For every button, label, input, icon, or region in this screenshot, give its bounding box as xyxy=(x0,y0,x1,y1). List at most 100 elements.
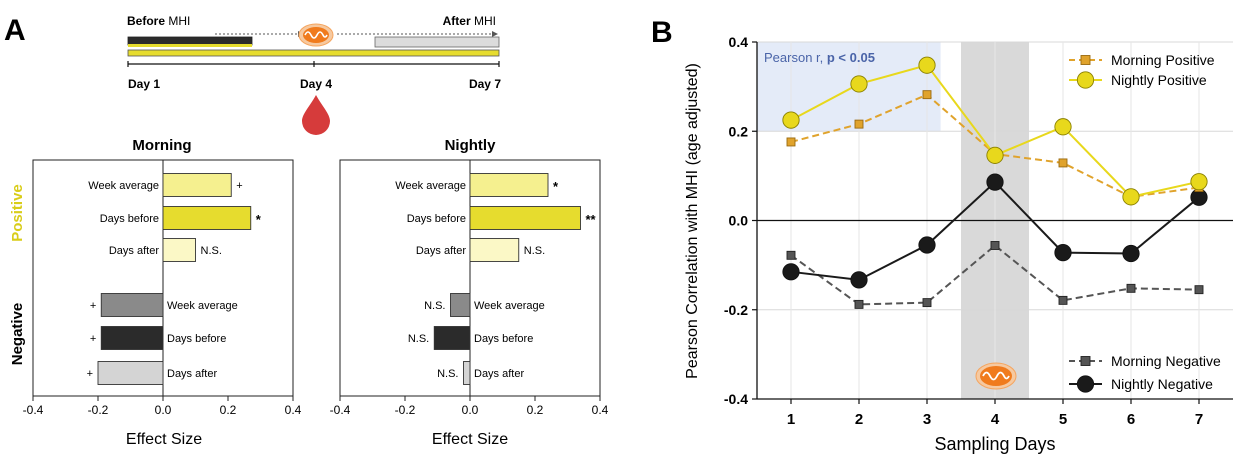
line-chart-xlabel: Sampling Days xyxy=(934,434,1055,454)
morning-x-axis: -0.4 -0.2 0.0 0.2 0.4 xyxy=(23,396,302,417)
nightly-bar-positive-days-before xyxy=(469,206,581,230)
timeline-day4-label: Day 4 xyxy=(300,77,332,91)
morning-significance-label: + xyxy=(90,300,96,312)
morning-x-tick-label: 0.2 xyxy=(220,403,237,417)
timeline-after-bar xyxy=(374,36,500,48)
line-chart-axes: -0.4 -0.2 0.0 0.2 0.4 1 2 3 4 5 6 7 xyxy=(724,34,1233,428)
point-morning-positive xyxy=(1058,158,1068,168)
x-tick-label: 5 xyxy=(1059,411,1067,428)
point-nightly-positive xyxy=(1122,188,1140,206)
nightly-bar-negative-days-before xyxy=(433,326,471,350)
timeline-day7-label: Day 7 xyxy=(469,77,501,91)
point-nightly-negative xyxy=(1054,244,1072,262)
pearson-annotation-prefix: Pearson r, xyxy=(764,50,827,65)
line-chart-legend: Morning Positive Nightly Positive Morning … xyxy=(1069,52,1221,393)
line-chart: -0.4 -0.2 0.0 0.2 0.4 1 2 3 4 5 6 7 Morning Positiv… xyxy=(684,34,1233,454)
legend-marker-morning-positive xyxy=(1080,55,1091,65)
mitochondria-icon xyxy=(975,362,1017,390)
point-nightly-negative xyxy=(1122,244,1140,263)
nightly-x-tick-label: -0.4 xyxy=(330,403,351,417)
point-nightly-positive xyxy=(918,56,936,74)
point-nightly-negative xyxy=(986,173,1004,191)
x-tick-label: 2 xyxy=(855,411,863,428)
positive-group-label: Positive xyxy=(9,184,26,242)
legend-label-morning-negative: Morning Negative xyxy=(1111,353,1221,369)
morning-xlabel: Effect Size xyxy=(126,431,202,448)
morning-significance-label: + xyxy=(236,180,242,192)
y-tick-label: -0.4 xyxy=(724,391,748,407)
nightly-title: Nightly xyxy=(445,137,496,154)
morning-bar-positive-days-after xyxy=(162,238,196,262)
nightly-chart: Nightly Week average * Days before ** Days a… xyxy=(330,137,609,448)
nightly-significance-label: N.S. xyxy=(408,333,429,345)
morning-bars: Week average + Days before * Days after N.S. W… xyxy=(87,160,262,396)
nightly-x-tick-label: 0.4 xyxy=(592,403,609,417)
point-morning-negative xyxy=(786,250,796,260)
blood-drop-icon xyxy=(302,95,330,135)
point-nightly-positive xyxy=(986,146,1004,164)
morning-x-tick-label: -0.4 xyxy=(23,403,44,417)
nightly-bar-negative-days-after xyxy=(463,361,471,385)
timeline-day1-label: Day 1 xyxy=(128,77,160,91)
nightly-category-label: Days before xyxy=(407,213,466,225)
morning-category-label: Days after xyxy=(167,368,217,380)
nightly-category-label: Week average xyxy=(474,300,545,312)
negative-group-label: Negative xyxy=(9,303,26,366)
morning-category-label: Days after xyxy=(109,245,159,257)
line-chart-ylabel: Pearson Correlation with MHI (age adjust… xyxy=(684,63,701,379)
legend-marker-nightly-negative xyxy=(1076,375,1095,393)
point-morning-negative xyxy=(1194,285,1204,295)
line-chart-series xyxy=(782,56,1208,309)
y-tick-label: 0.0 xyxy=(729,213,749,229)
nightly-category-label: Days after xyxy=(474,368,524,380)
nightly-x-tick-label: -0.2 xyxy=(395,403,416,417)
panel-a-label: A xyxy=(4,14,26,47)
point-morning-positive xyxy=(854,119,864,129)
timeline: Before MHI After MHI Day 1 Day 4 Day 7 xyxy=(127,14,501,135)
timeline-after-suffix: MHI xyxy=(471,14,496,28)
point-nightly-positive xyxy=(1054,118,1072,136)
point-nightly-positive xyxy=(850,75,868,93)
nightly-bar-positive-week-average xyxy=(469,173,549,197)
nightly-category-label: Days after xyxy=(416,245,466,257)
point-morning-negative xyxy=(854,299,864,309)
y-tick-label: 0.4 xyxy=(729,34,749,50)
point-nightly-negative xyxy=(918,236,936,254)
point-morning-negative xyxy=(1126,283,1136,293)
legend-marker-morning-negative xyxy=(1080,356,1091,366)
y-tick-label: 0.2 xyxy=(729,123,749,139)
morning-bar-negative-week-average xyxy=(100,293,164,317)
legend-label-nightly-negative: Nightly Negative xyxy=(1111,376,1213,392)
timeline-after-word: After xyxy=(443,14,471,28)
nightly-significance-label: N.S. xyxy=(437,368,458,380)
nightly-x-tick-label: 0.0 xyxy=(462,403,479,417)
nightly-x-tick-label: 0.2 xyxy=(527,403,544,417)
morning-significance-label: N.S. xyxy=(201,245,222,257)
morning-category-label: Days before xyxy=(167,333,226,345)
x-tick-label: 1 xyxy=(787,411,795,428)
morning-bar-negative-days-after xyxy=(97,361,164,385)
x-tick-label: 4 xyxy=(991,411,1000,428)
morning-x-tick-label: -0.2 xyxy=(88,403,109,417)
point-morning-positive xyxy=(922,90,932,100)
nightly-significance-label: ** xyxy=(586,212,597,227)
legend-label-morning-positive: Morning Positive xyxy=(1111,52,1215,68)
nightly-significance-label: * xyxy=(553,179,559,194)
timeline-week-bar xyxy=(127,49,500,57)
morning-significance-label: * xyxy=(256,212,262,227)
pearson-annotation: Pearson r, p < 0.05 xyxy=(764,50,875,65)
x-tick-label: 3 xyxy=(923,411,931,428)
morning-chart: Morning Week average + Days before * Days af… xyxy=(9,137,302,448)
nightly-significance-label: N.S. xyxy=(424,300,445,312)
x-tick-label: 6 xyxy=(1127,411,1135,428)
point-nightly-negative xyxy=(850,271,868,289)
panel-b-label: B xyxy=(651,16,673,49)
morning-significance-label: + xyxy=(87,368,93,380)
pearson-annotation-emphasis: p < 0.05 xyxy=(827,50,875,65)
point-morning-negative xyxy=(922,298,932,308)
timeline-before-label: Before MHI xyxy=(127,14,190,28)
morning-title: Morning xyxy=(132,137,191,154)
series-morning-negative xyxy=(786,241,1204,309)
nightly-bar-negative-week-average xyxy=(450,293,471,317)
